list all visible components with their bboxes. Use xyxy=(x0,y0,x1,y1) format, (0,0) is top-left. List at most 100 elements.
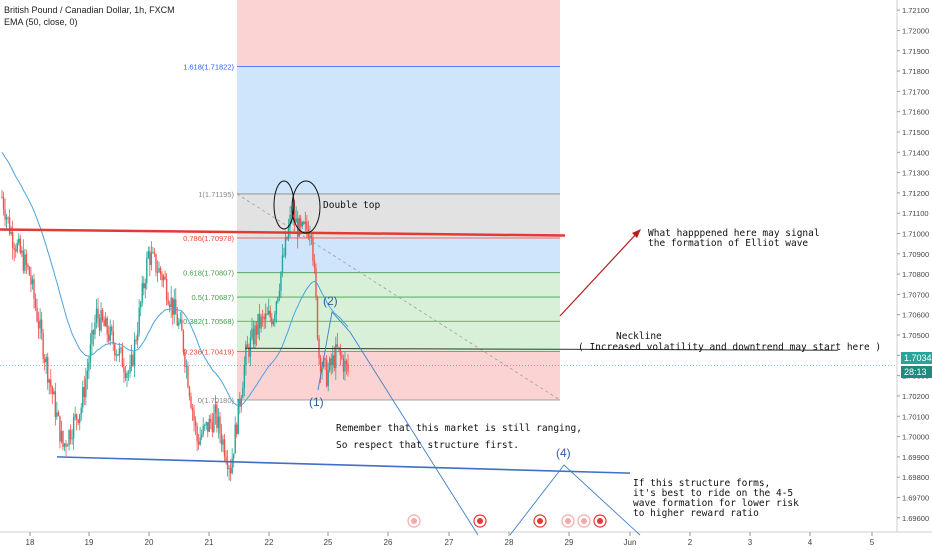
candle-body xyxy=(329,358,331,371)
candle-body xyxy=(197,441,200,445)
candle-body xyxy=(341,355,343,359)
candle-body xyxy=(208,418,210,432)
candle-body xyxy=(219,416,221,434)
candle-body xyxy=(144,283,146,289)
x-tick-label-9: 29 xyxy=(565,538,574,547)
candle-body xyxy=(239,399,241,407)
candle-body xyxy=(306,221,308,230)
wave-4-label: (4) xyxy=(556,446,571,460)
candle-body xyxy=(8,217,11,234)
x-tick-label-1: 19 xyxy=(85,538,94,547)
x-tick-label-6: 26 xyxy=(384,538,393,547)
candle-body xyxy=(170,297,172,308)
candle-body xyxy=(69,430,72,440)
candle-body xyxy=(94,322,96,335)
double-top-label: Double top xyxy=(323,200,381,211)
x-tick-label-4: 22 xyxy=(265,538,274,547)
candle-body xyxy=(347,364,349,372)
y-tick-label-6: 1.71500 xyxy=(902,128,929,137)
candle-body xyxy=(150,252,153,265)
candle-body xyxy=(40,319,43,334)
candle-body xyxy=(33,279,35,299)
candle-body xyxy=(4,209,6,220)
candle-body xyxy=(222,439,224,445)
candle-body xyxy=(316,296,319,339)
candle-body xyxy=(59,415,61,442)
event-marker-dot-1 xyxy=(477,518,483,524)
event-marker-dot-2 xyxy=(537,518,543,524)
candle-body xyxy=(344,360,346,372)
candle-body xyxy=(97,308,99,319)
candle-body xyxy=(82,387,84,408)
candle-body xyxy=(330,358,332,365)
candle-body xyxy=(5,217,8,220)
candle-body xyxy=(42,333,44,359)
resistance-line xyxy=(0,228,566,237)
candle-body xyxy=(135,339,137,341)
candle-body xyxy=(27,264,29,268)
candle-body xyxy=(231,458,233,474)
event-marker-dot-5 xyxy=(597,518,603,524)
candle-body xyxy=(31,279,34,285)
fib-zone-5 xyxy=(237,351,560,401)
candle-body xyxy=(229,468,232,474)
candle-body xyxy=(2,197,5,210)
candle-body xyxy=(112,331,114,345)
x-tick-label-7: 27 xyxy=(445,538,454,547)
ranging-text-1: Remember that this market is still rangi… xyxy=(336,423,582,434)
candle-body xyxy=(91,330,93,345)
candle-body xyxy=(319,357,322,372)
candle-body xyxy=(252,328,255,345)
y-tick-label-16: 1.70500 xyxy=(902,331,929,340)
fib-level-label-0: 1.618(1.71822) xyxy=(183,63,234,72)
candle-body xyxy=(199,437,201,445)
neckline-subtitle: ( Increased volatility and downtrend may… xyxy=(578,342,882,353)
neckline-title: Neckline xyxy=(616,331,662,342)
candle-body xyxy=(333,355,335,369)
fib-level-label-3: 0.618(1.70807) xyxy=(183,269,234,278)
candle-body xyxy=(80,407,82,415)
y-tick-label-12: 1.70900 xyxy=(902,250,929,259)
candle-body xyxy=(88,362,90,371)
candle-body xyxy=(106,318,108,335)
candle-body xyxy=(107,334,110,341)
candle-body xyxy=(181,319,183,331)
y-tick-label-0: 1.72100 xyxy=(902,6,929,15)
candle-body xyxy=(310,235,313,238)
y-tick-label-19: 1.70200 xyxy=(902,392,929,401)
candle-body xyxy=(236,424,238,435)
candle-body xyxy=(158,268,160,273)
candle-body xyxy=(271,317,273,325)
candle-body xyxy=(187,365,189,388)
candle-body xyxy=(127,372,130,374)
candle-body xyxy=(257,313,259,335)
y-tick-label-20: 1.70100 xyxy=(902,412,929,421)
candle-body xyxy=(300,218,302,227)
countdown-badge: 28:13 xyxy=(901,366,932,378)
candle-body xyxy=(211,422,214,433)
candle-body xyxy=(278,290,281,298)
candle-body xyxy=(15,249,17,252)
candle-body xyxy=(24,254,26,271)
candle-body xyxy=(19,238,21,253)
candle-body xyxy=(274,314,276,322)
x-tick-label-8: 28 xyxy=(505,538,514,547)
y-tick-label-5: 1.71600 xyxy=(902,108,929,117)
signal-arrowhead xyxy=(632,229,641,238)
candle-body xyxy=(232,453,235,459)
candle-body xyxy=(101,310,104,321)
candle-body xyxy=(283,255,285,257)
candle-body xyxy=(260,316,262,329)
candle-body xyxy=(193,411,195,421)
candle-body xyxy=(140,302,142,308)
y-tick-label-13: 1.70800 xyxy=(902,270,929,279)
candle-body xyxy=(167,299,169,305)
candle-body xyxy=(10,232,12,234)
candle-body xyxy=(228,468,230,470)
candle-body xyxy=(13,247,15,250)
candles-group xyxy=(1,190,349,482)
candle-body xyxy=(162,276,165,281)
candle-body xyxy=(1,196,3,198)
candle-body xyxy=(338,346,340,348)
